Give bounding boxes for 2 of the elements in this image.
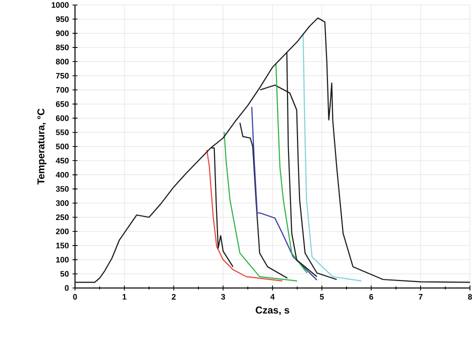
y-axis-title: Temperatura, °C (37, 108, 46, 185)
x-axis-title: Czas, s (256, 306, 290, 316)
